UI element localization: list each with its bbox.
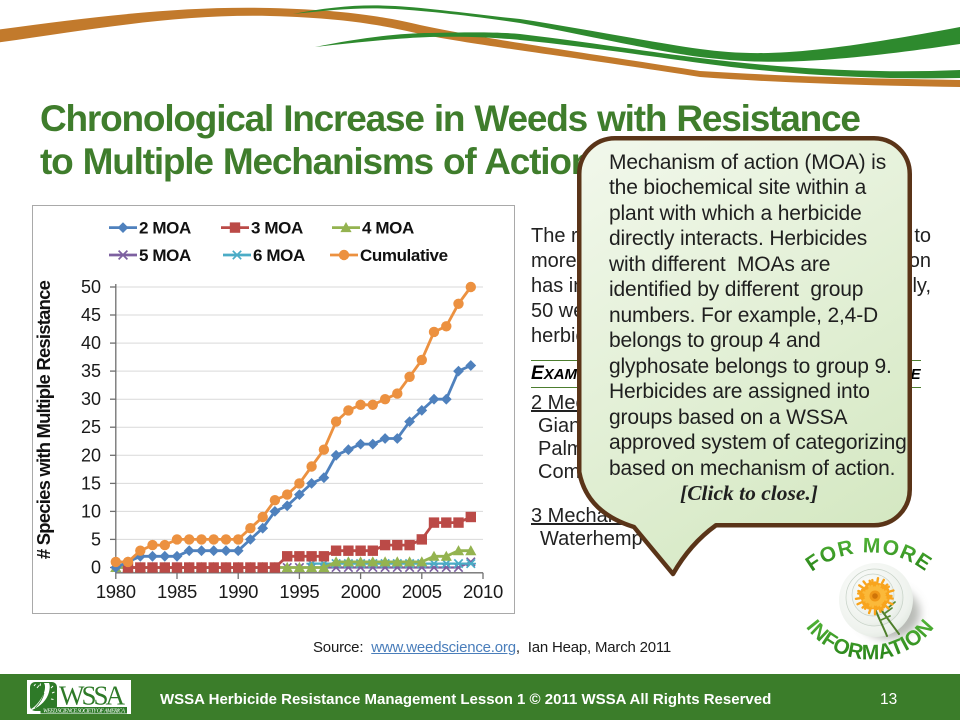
svg-text:2010: 2010: [463, 581, 503, 602]
svg-text:6 MOA: 6 MOA: [253, 246, 305, 265]
svg-text:30: 30: [81, 389, 101, 409]
svg-text:10: 10: [81, 501, 101, 521]
svg-text:20: 20: [81, 445, 101, 465]
svg-text:15: 15: [81, 473, 101, 493]
svg-text:# Species with Multiple Resist: # Species with Multiple Resistance: [33, 280, 54, 559]
svg-text:2000: 2000: [341, 581, 381, 602]
svg-text:1990: 1990: [218, 581, 258, 602]
svg-text:2 MOA: 2 MOA: [139, 219, 191, 238]
svg-text:0: 0: [91, 558, 101, 578]
svg-text:50: 50: [81, 277, 101, 297]
svg-text:5: 5: [91, 529, 101, 549]
svg-text:WEED SCIENCE SOCIETY OF AMERIC: WEED SCIENCE SOCIETY OF AMERICA: [43, 709, 125, 715]
svg-text:WSSA: WSSA: [59, 681, 126, 711]
svg-text:5 MOA: 5 MOA: [139, 246, 191, 265]
svg-text:1995: 1995: [279, 581, 319, 602]
svg-text:2005: 2005: [402, 581, 442, 602]
svg-text:Cumulative: Cumulative: [360, 246, 448, 265]
svg-text:40: 40: [81, 333, 101, 353]
svg-text:35: 35: [81, 361, 101, 381]
svg-text:4 MOA: 4 MOA: [362, 219, 414, 238]
svg-text:1985: 1985: [157, 581, 197, 602]
svg-text:1980: 1980: [96, 581, 136, 602]
svg-text:25: 25: [81, 417, 101, 437]
svg-text:3 MOA: 3 MOA: [251, 219, 303, 238]
svg-text:45: 45: [81, 305, 101, 325]
